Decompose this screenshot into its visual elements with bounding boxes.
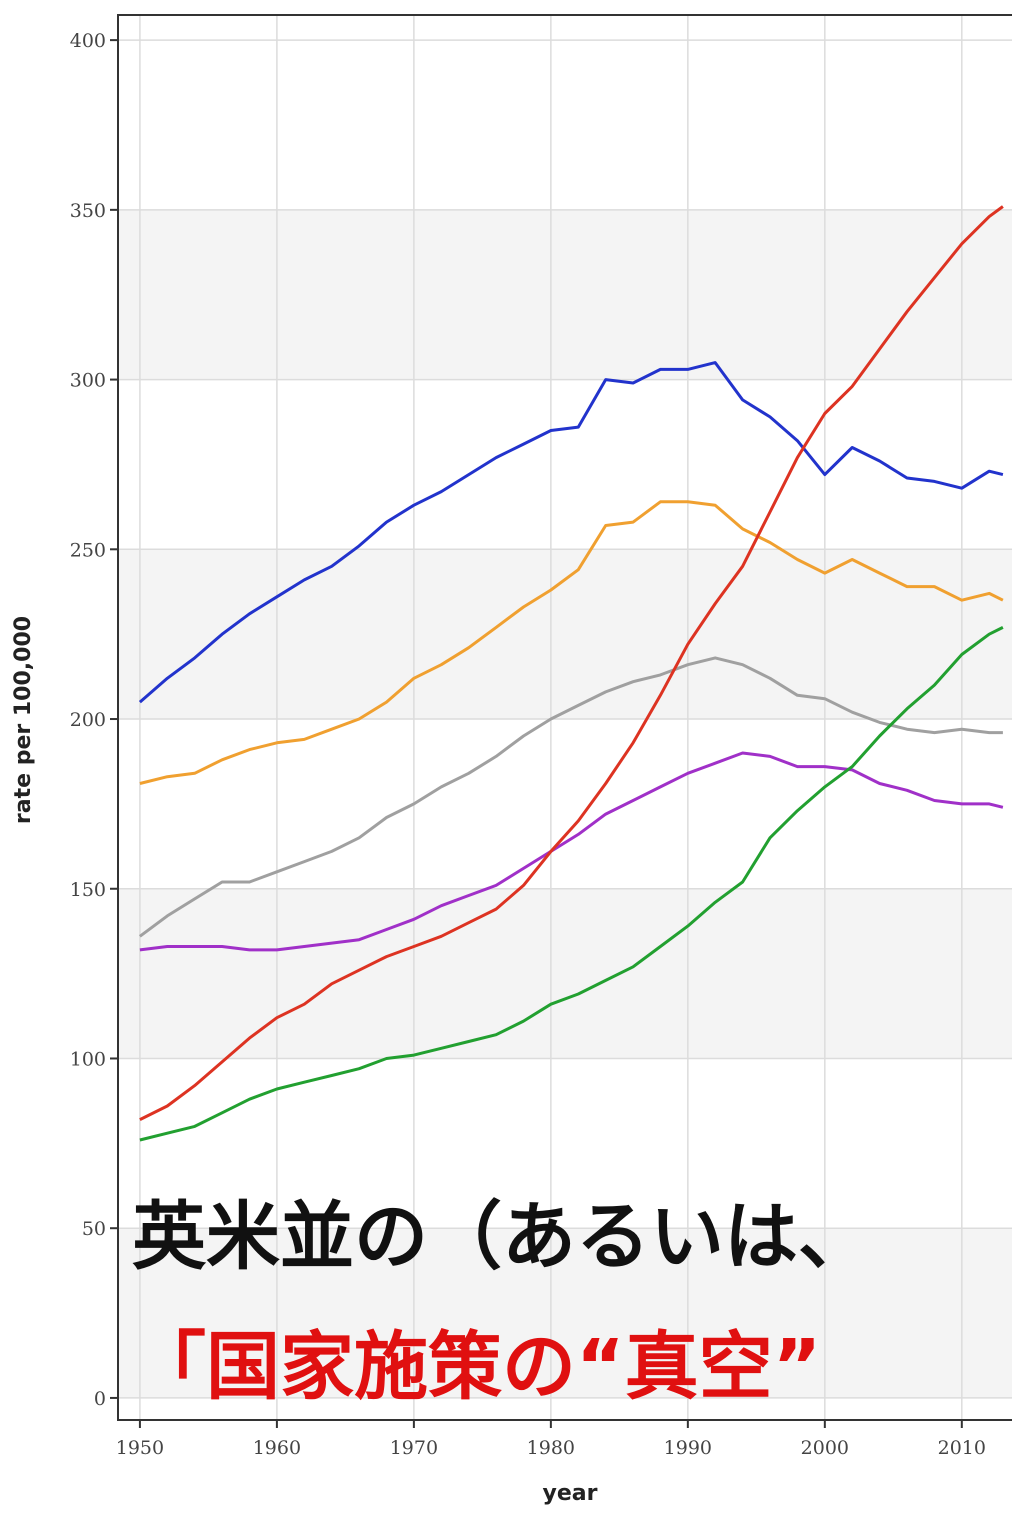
y-tick-label: 50 (82, 1218, 106, 1240)
grid-band (118, 549, 1012, 720)
y-axis-label: rate per 100,000 (11, 616, 36, 824)
annotation: 「国家施策の“真空” (132, 1324, 821, 1410)
x-tick-label: 1980 (527, 1437, 575, 1459)
y-tick-label: 150 (70, 879, 106, 901)
plot-frame (117, 14, 1012, 1421)
line-series (139, 656, 1003, 938)
x-tick-label: 1950 (116, 1437, 164, 1459)
x-tick-label: 2010 (938, 1437, 986, 1459)
y-tick-label: 400 (70, 30, 106, 52)
x-tick-label: 1990 (664, 1437, 712, 1459)
line-series (139, 205, 1004, 1121)
y-tick-label: 200 (70, 709, 106, 731)
y-tick-label: 300 (70, 370, 106, 392)
x-tick-label: 2000 (801, 1437, 849, 1459)
grid-band (118, 888, 1012, 1059)
y-tick-label: 100 (70, 1048, 106, 1070)
grid-band (118, 1228, 1012, 1398)
y-tick-label: 250 (70, 539, 106, 561)
x-axis-label: year (543, 1481, 598, 1506)
y-tick-label: 0 (94, 1388, 106, 1410)
line-series (139, 500, 1004, 785)
line-series (139, 626, 1004, 1142)
x-tick-label: 1970 (390, 1437, 438, 1459)
x-tick-label: 1960 (253, 1437, 301, 1459)
annotation: 英米並の（あるいは、 (132, 1194, 872, 1280)
y-tick-label: 350 (70, 200, 106, 222)
line-series (139, 751, 1004, 952)
line-series (138, 361, 1004, 704)
grid-band (118, 209, 1012, 380)
